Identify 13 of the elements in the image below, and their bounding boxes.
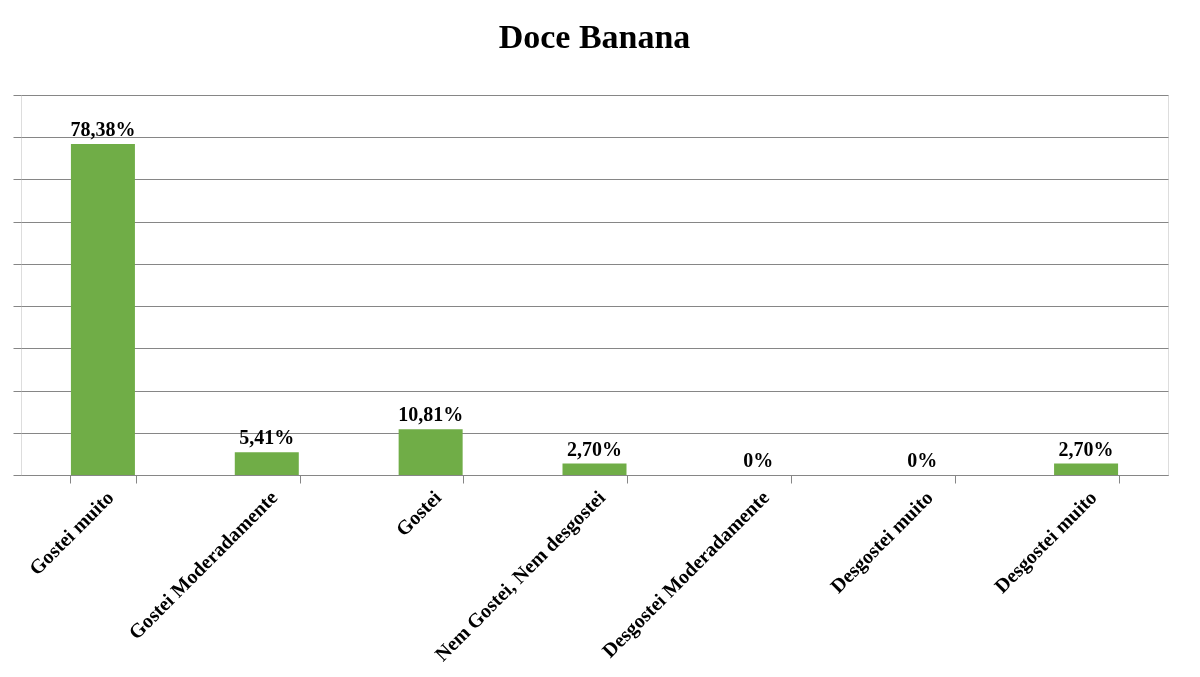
- chart-title: Doce Banana: [498, 17, 691, 55]
- bar: [70, 144, 135, 475]
- bar: [398, 429, 463, 475]
- data-label: 2,70%: [567, 437, 622, 460]
- data-label: 10,81%: [398, 403, 464, 426]
- data-label: 5,41%: [239, 426, 295, 449]
- bar: [1054, 463, 1119, 475]
- data-label: 78,38%: [70, 118, 136, 141]
- data-label: 0%: [907, 449, 938, 471]
- data-label: 0%: [743, 449, 774, 471]
- data-label: 2,70%: [1058, 437, 1114, 460]
- bar: [234, 452, 299, 475]
- bar: [562, 463, 627, 475]
